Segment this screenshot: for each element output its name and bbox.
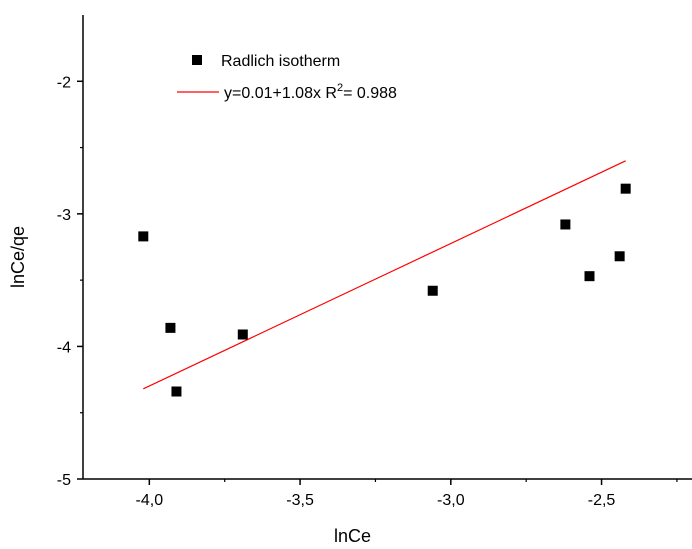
y-tick-label: -2 [57, 74, 71, 91]
fit-line [143, 160, 626, 390]
legend-fit-main: y=0.01+1.08x R [224, 85, 337, 102]
legend-box [167, 41, 454, 108]
legend-fit-tail: = 0.988 [343, 85, 397, 102]
y-ticks: -5 -4 -3 -2 [57, 74, 83, 489]
x-tick-label: -3,0 [437, 492, 465, 509]
data-point [171, 386, 182, 397]
data-point [584, 271, 595, 282]
y-axis-title: lnCe/qe [8, 226, 28, 288]
y-tick-label: -5 [57, 472, 71, 489]
x-tick-label: -3,5 [286, 492, 314, 509]
data-point [560, 219, 571, 230]
data-point [165, 322, 176, 333]
x-axis-title: lnCe [334, 526, 371, 546]
data-point [614, 251, 625, 262]
y-tick-label: -4 [57, 339, 71, 356]
legend-label-points: Radlich isotherm [221, 53, 340, 70]
x-ticks: -4,0 -3,5 -3,0 -2,5 [136, 479, 678, 509]
x-tick-label: -4,0 [136, 492, 164, 509]
y-tick-label: -3 [57, 207, 71, 224]
x-tick-label: -2,5 [588, 492, 616, 509]
legend-label-fit: y=0.01+1.08x R2= 0.988 [224, 82, 397, 102]
fit-line-layer [143, 160, 626, 390]
data-point [620, 183, 631, 194]
legend-square-marker [192, 55, 202, 65]
data-point [237, 329, 248, 340]
legend-fit-superscript: 2 [337, 82, 343, 94]
data-points [138, 183, 631, 397]
legend: Radlich isotherm y=0.01+1.08x R2= 0.988 [167, 41, 454, 108]
axes [82, 15, 692, 480]
data-point [427, 285, 438, 296]
data-point [138, 231, 149, 242]
